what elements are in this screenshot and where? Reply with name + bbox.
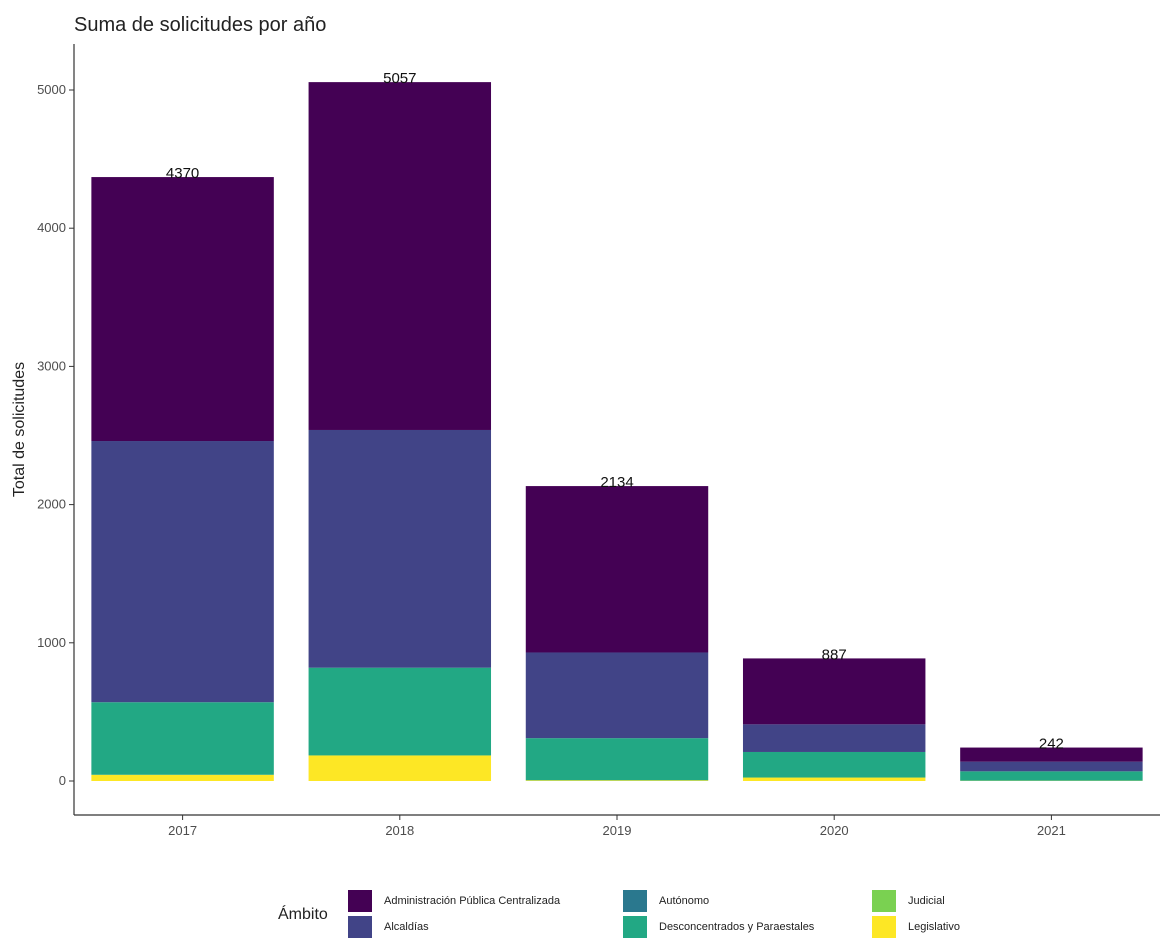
bar-total-label: 4370 (166, 165, 199, 182)
legend-item-legislativo: Legislativo (872, 916, 960, 938)
chart-title: Suma de solicitudes por año (74, 14, 327, 36)
bar-segment-2018-legislativo (308, 755, 492, 781)
y-axis-label: Total de solicitudes (11, 362, 28, 497)
legend-label: Judicial (908, 895, 945, 907)
y-tick-label: 0 (59, 773, 66, 788)
legend-swatch-legislativo (872, 916, 896, 938)
legend: Ámbito Administración Pública Centraliza… (278, 884, 998, 938)
legend-label: Administración Pública Centralizada (384, 895, 561, 907)
bar-segment-2019-administraci-n-p-blica-centralizada (525, 486, 709, 653)
x-tick-label: 2017 (168, 823, 197, 838)
legend-swatch-alcaldias (348, 916, 372, 938)
legend-item-administracion: Administración Pública Centralizada (348, 890, 560, 912)
bar-segment-2021-alcald-as (960, 761, 1143, 772)
bar-segment-2017-administraci-n-p-blica-centralizada (91, 177, 274, 442)
legend-label: Alcaldías (384, 921, 429, 933)
legend-item-judicial: Judicial (872, 890, 945, 912)
bar-segment-2020-desconcentrados-y-paraestales (742, 751, 926, 778)
x-tick-label: 2021 (1037, 823, 1066, 838)
y-tick-label: 2000 (37, 497, 66, 512)
bar-total-label: 5057 (383, 70, 416, 87)
legend-label: Autónomo (659, 895, 710, 907)
bar-segment-2020-administraci-n-p-blica-centralizada (742, 658, 926, 725)
legend-item-autonomo: Autónomo (623, 890, 709, 912)
legend-swatch-autonomo (623, 890, 647, 912)
legend-swatch-judicial (872, 890, 896, 912)
bar-segment-2018-alcald-as (308, 429, 492, 668)
bar-segment-2019-desconcentrados-y-paraestales (525, 738, 709, 781)
y-tick-label: 3000 (37, 358, 66, 373)
legend-label: Legislativo (908, 921, 960, 933)
bar-segment-2017-legislativo (91, 774, 274, 781)
bar-segment-2017-alcald-as (91, 441, 274, 703)
bar-total-label: 242 (1039, 736, 1064, 753)
bar-segment-2018-administraci-n-p-blica-centralizada (308, 82, 492, 430)
bar-segment-2020-legislativo (742, 777, 926, 781)
stacked-bar-chart: 0 1000 2000 3000 4000 5000 Total de solicitude… (11, 44, 1160, 838)
x-tick-label: 2018 (385, 823, 414, 838)
bar-segment-2021-desconcentrados-y-paraestales (960, 771, 1143, 781)
bar-segment-2019-alcald-as (525, 652, 709, 739)
legend-label: Desconcentrados y Paraestales (659, 921, 815, 933)
bar-total-label: 887 (822, 646, 847, 663)
legend-swatch-administracion (348, 890, 372, 912)
legend-item-desconcentrados: Desconcentrados y Paraestales (623, 916, 814, 938)
bar-total-label: 2134 (600, 474, 633, 491)
bar-segment-2020-alcald-as (742, 724, 926, 752)
x-tick-label: 2019 (603, 823, 632, 838)
x-tick-label: 2020 (820, 823, 849, 838)
bar-segment-2017-desconcentrados-y-paraestales (91, 702, 274, 775)
y-tick-label: 4000 (37, 220, 66, 235)
legend-title: Ámbito (278, 906, 328, 923)
legend-swatch-desconcentrados (623, 916, 647, 938)
y-tick-label: 5000 (37, 82, 66, 97)
bar-segment-2019-legislativo (525, 780, 709, 781)
bar-segment-2021-administraci-n-p-blica-centralizada (960, 747, 1143, 762)
y-tick-label: 1000 (37, 635, 66, 650)
legend-item-alcaldias: Alcaldías (348, 916, 429, 938)
bar-segment-2018-desconcentrados-y-paraestales (308, 667, 492, 756)
